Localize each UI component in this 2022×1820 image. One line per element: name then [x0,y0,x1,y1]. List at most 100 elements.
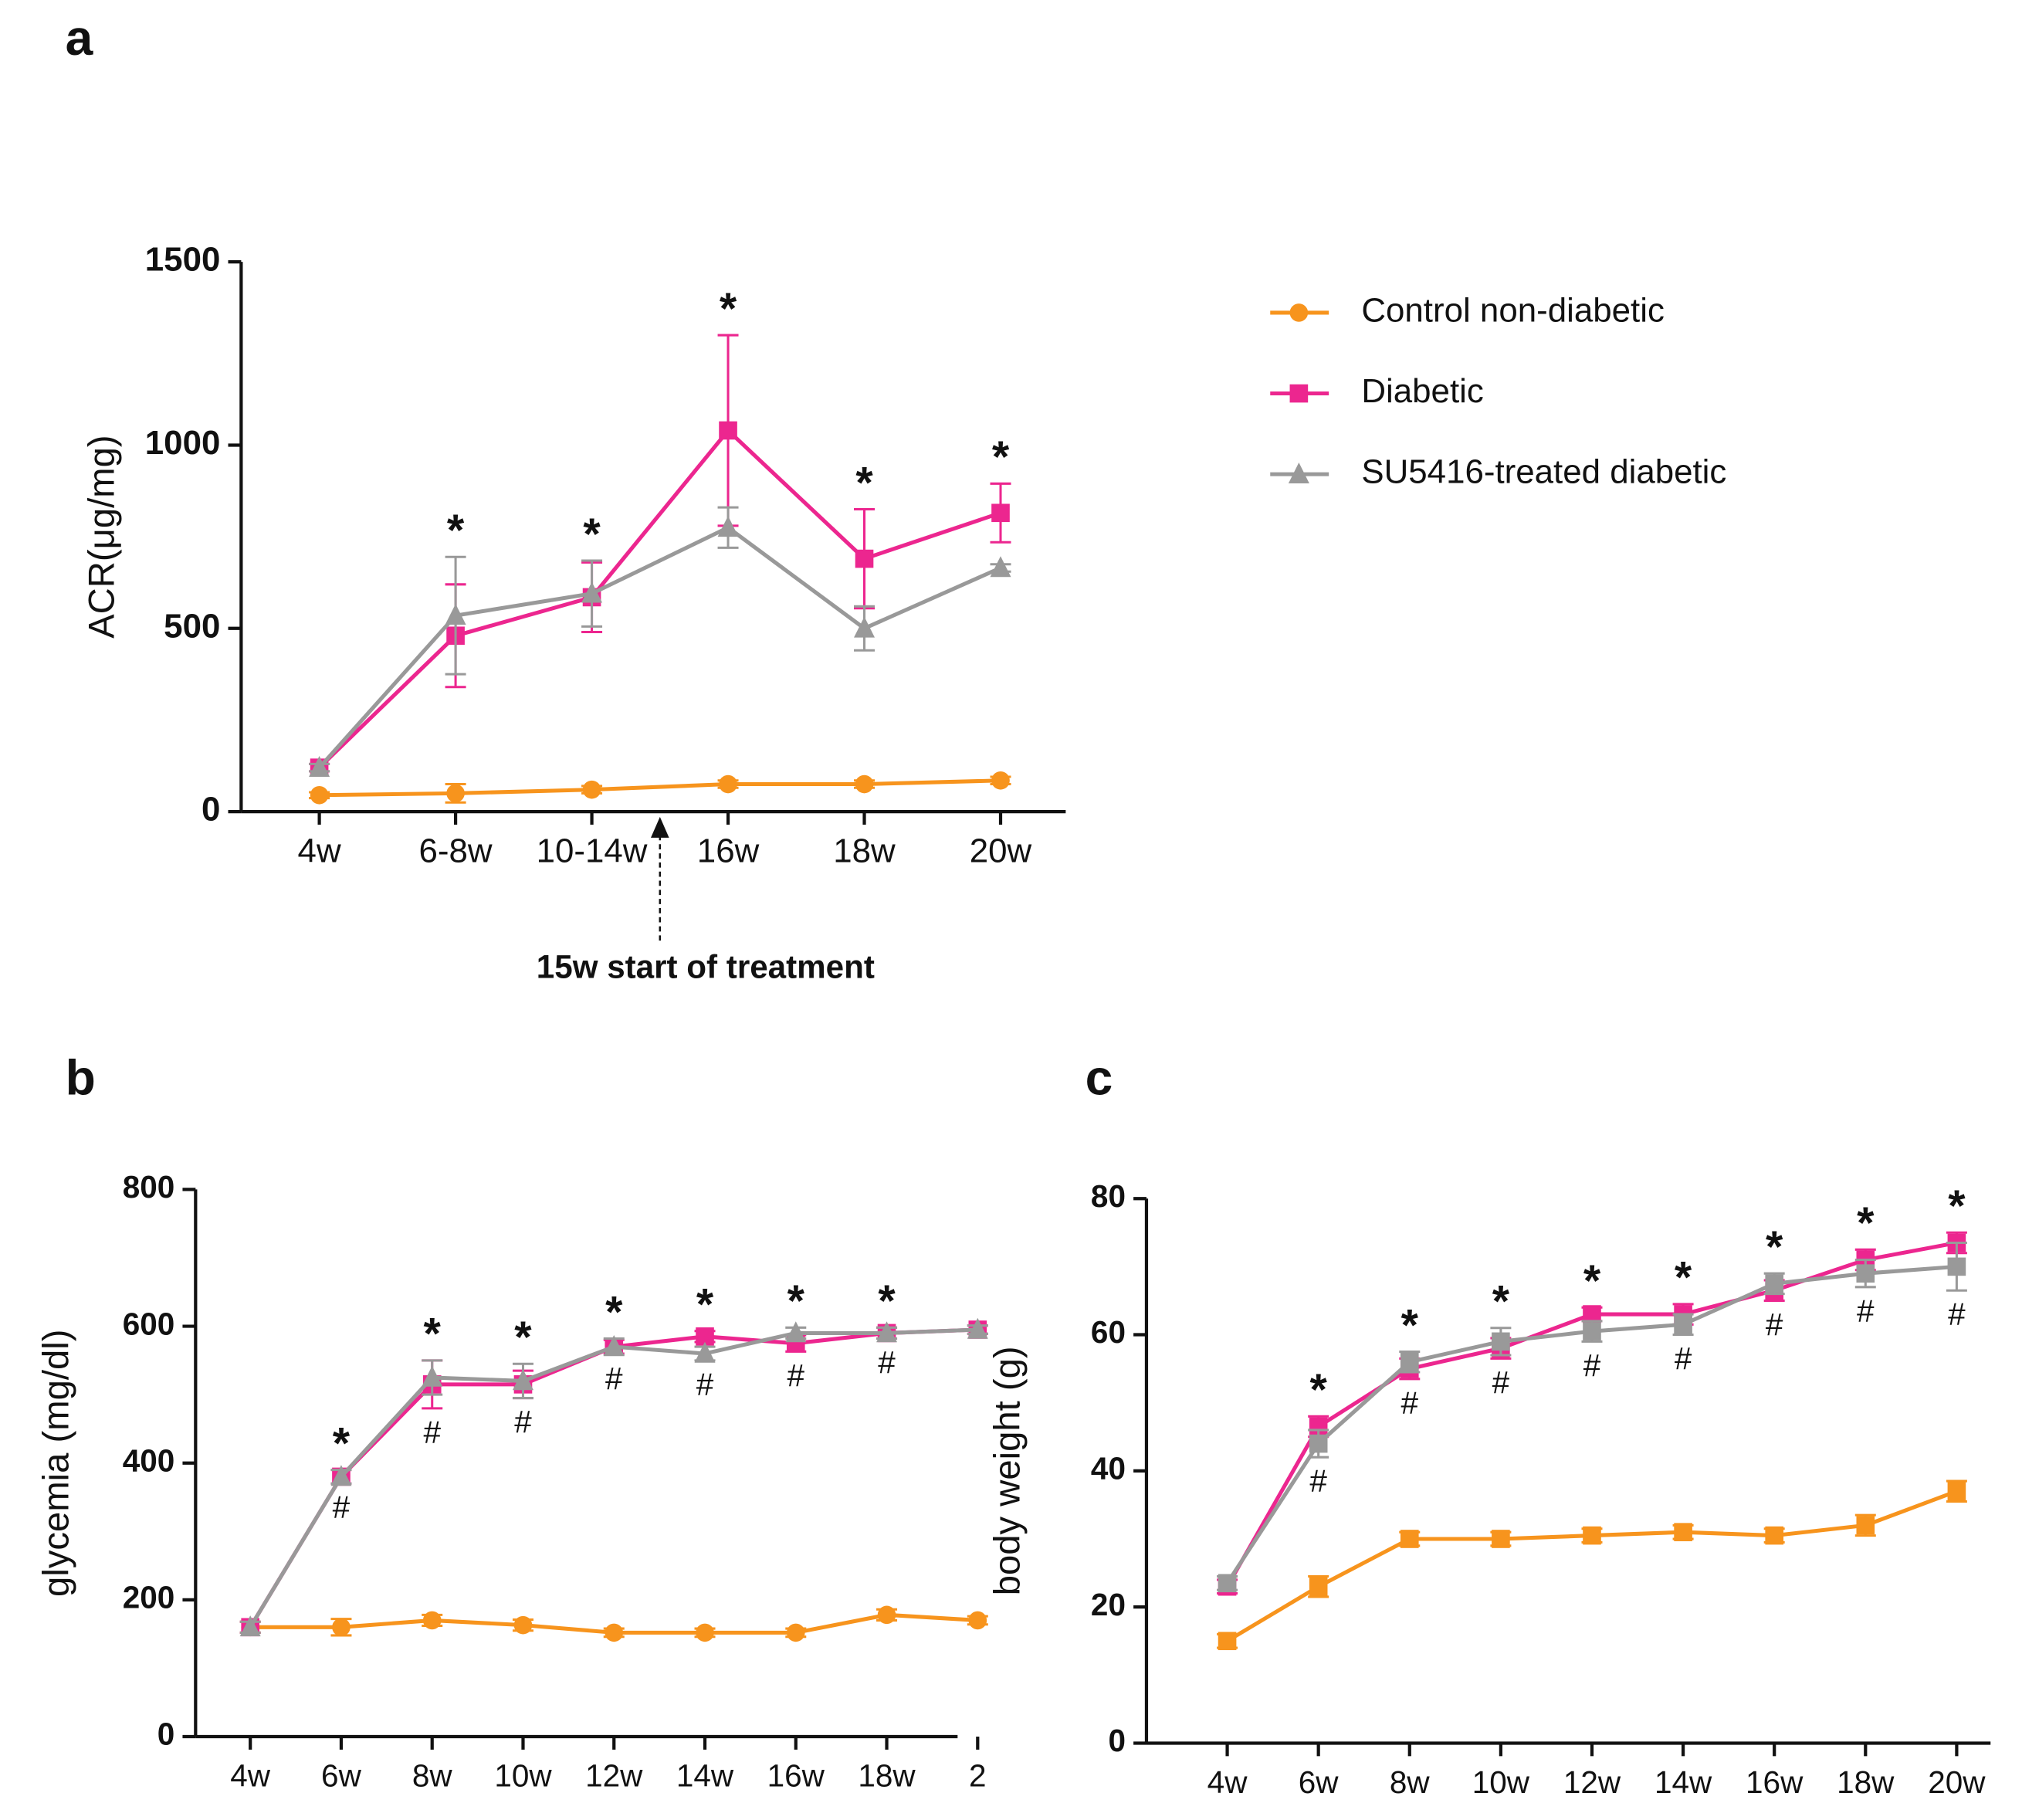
x-tick-label: 16w [767,1758,825,1794]
annotation: * [855,458,873,507]
panel-label: a [66,10,94,66]
marker [1218,1574,1237,1593]
x-tick-label: 4w [298,832,341,870]
y-tick-label: 0 [157,1717,175,1752]
marker [1492,1332,1510,1351]
annotation: * [696,1280,714,1330]
x-tick-label: 14w [676,1758,734,1794]
x-tick-label: 18w [833,832,896,870]
annotation: # [1766,1307,1783,1342]
x-tick-label: 18w [1837,1764,1895,1800]
annotation: * [1857,1198,1875,1248]
marker [1856,1516,1875,1535]
annotation: * [1492,1276,1510,1326]
note: 15w start of treatment [537,948,875,985]
y-tick-label: 20 [1091,1587,1126,1622]
marker [968,1611,987,1630]
series-line [319,778,1001,798]
y-axis-label: body weight (g) [987,1346,1028,1595]
marker [603,1334,625,1356]
annotation: * [1948,1181,1966,1231]
annotation: # [787,1357,805,1393]
y-tick-label: 1000 [145,424,221,462]
annotation: # [1675,1340,1692,1376]
annotation: # [878,1344,896,1380]
y-axis-label: ACR(μg/mg) [82,435,123,638]
y-tick-label: 800 [123,1169,175,1205]
note-arrowhead [650,816,669,838]
marker [422,1365,443,1387]
y-tick-label: 500 [164,607,220,645]
y-tick-label: 600 [123,1306,175,1341]
marker [696,1623,714,1642]
marker [445,603,466,625]
marker [786,1623,805,1642]
x-tick-label: 6w [1299,1764,1340,1800]
x-tick-label: 8w [412,1758,453,1794]
x-tick-label: 12w [1563,1764,1621,1800]
annotation: * [424,1310,442,1359]
annotation: # [605,1361,623,1396]
y-tick-label: 400 [123,1442,175,1478]
annotation: * [1583,1256,1601,1306]
marker [1289,303,1309,322]
marker [991,503,1010,523]
marker [694,1341,716,1363]
marker [582,780,601,799]
marker [1583,1526,1601,1545]
marker [1309,1577,1328,1596]
marker [1288,462,1309,483]
y-tick-label: 40 [1091,1451,1126,1486]
annotation: # [423,1414,441,1449]
marker [855,774,874,794]
marker [1674,1315,1692,1334]
legend-label: SU5416-treated diabetic [1361,453,1726,491]
annotation: * [447,506,465,555]
annotation: # [333,1490,351,1525]
marker [239,1615,261,1637]
marker [719,421,737,440]
annotation: # [1309,1463,1327,1499]
marker [719,774,737,794]
x-tick-label: 12w [585,1758,643,1794]
x-tick-label: 6-8w [419,832,493,870]
marker [1765,1526,1784,1545]
annotation: * [333,1418,351,1468]
marker [717,516,739,537]
annotation: # [514,1404,532,1439]
marker [876,1321,898,1343]
marker [854,616,876,638]
marker [332,1618,351,1637]
legend-label: Diabetic [1361,372,1483,410]
x-tick-label: 16w [697,832,760,870]
annotation: * [514,1313,532,1362]
annotation: # [1857,1293,1875,1328]
marker [1400,1352,1419,1371]
annotation: # [696,1366,714,1401]
y-tick-label: 80 [1091,1178,1126,1214]
annotation: * [1401,1300,1419,1350]
annotation: * [583,510,601,559]
marker [605,1623,624,1642]
annotation: * [1675,1253,1692,1303]
marker [1309,1434,1328,1453]
annotation: * [878,1276,896,1326]
marker [1947,1482,1966,1501]
annotation: # [1401,1384,1419,1420]
x-tick-label: 4w [1207,1764,1248,1800]
series-line [317,427,1001,769]
y-tick-label: 200 [123,1580,175,1615]
marker [991,771,1010,790]
x-tick-label: 16w [1746,1764,1804,1800]
annotation: * [720,284,737,334]
marker [513,1615,533,1635]
marker [1674,1523,1692,1541]
series-line [317,525,1002,769]
marker [877,1605,896,1625]
x-tick-label: 10w [494,1758,552,1794]
panel-label: b [66,1049,96,1105]
marker [309,755,330,777]
annotation: # [1583,1347,1601,1383]
marker [1492,1530,1510,1548]
